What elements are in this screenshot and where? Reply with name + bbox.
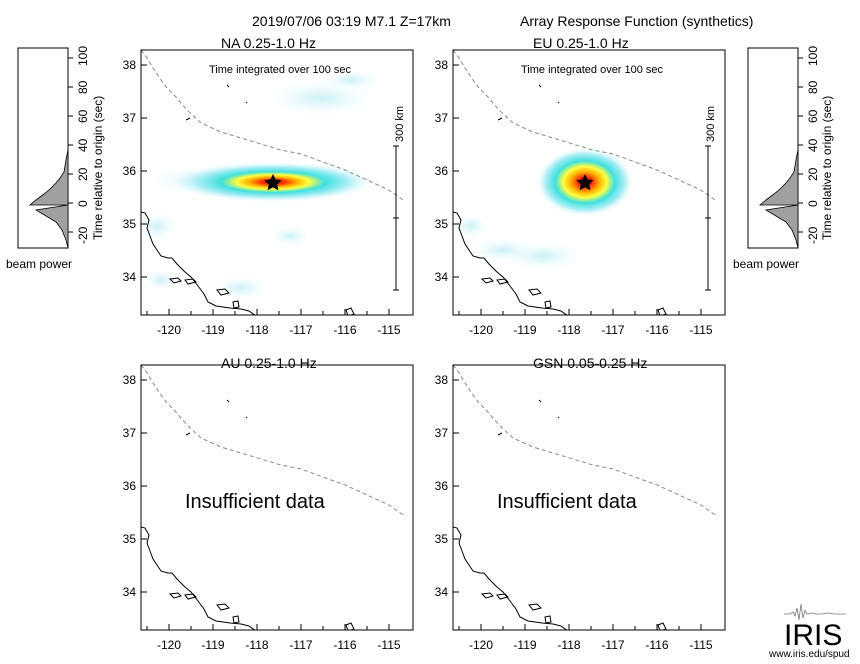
x-tick: -117 <box>289 323 312 337</box>
y-tick: 35 <box>123 217 137 231</box>
x-tick: -119 <box>513 323 536 337</box>
y-tick: 35 <box>123 532 137 546</box>
scale-bar <box>705 145 711 291</box>
left-x-axis-label: beam power <box>6 257 72 271</box>
x-tick: -118 <box>557 638 580 652</box>
x-tick: -117 <box>289 638 312 652</box>
x-tick: -119 <box>201 323 224 337</box>
x-tick: -119 <box>513 638 536 652</box>
beam-power-panel-left: 100 80 60 40 20 0 -20 Time relative to o… <box>6 46 105 271</box>
left-tick-0: 0 <box>76 200 90 207</box>
x-tick: -116 <box>645 323 668 337</box>
scale-bar <box>393 145 399 291</box>
x-tick: -118 <box>245 323 268 337</box>
scale-label: 300 km <box>705 106 717 142</box>
y-tick: 35 <box>435 217 449 231</box>
x-tick: -120 <box>469 323 493 337</box>
x-tick: -116 <box>333 638 356 652</box>
map-note: Time integrated over 100 sec <box>521 64 664 76</box>
insufficient-data-label: Insufficient data <box>185 491 326 513</box>
right-tick-20: 20 <box>806 167 820 181</box>
seismogram-icon <box>784 603 846 621</box>
x-tick: -115 <box>377 638 400 652</box>
beam-power-panel-right: 100 80 60 40 20 0 -20 Time relative to o… <box>733 46 834 271</box>
y-tick: 34 <box>123 270 137 284</box>
right-tick-minus20: -20 <box>806 226 820 244</box>
iris-logo[interactable]: IRIS www.iris.edu/spud <box>768 603 850 660</box>
map-panel-na: NA 0.25-1.0 Hz Time integrated over 100 … <box>123 35 414 337</box>
right-y-axis-label: Time relative to origin (sec) <box>820 96 834 240</box>
map-panel-eu: EU 0.25-1.0 Hz Time integrated over 100 … <box>435 35 726 337</box>
left-tick-80: 80 <box>76 80 90 94</box>
left-y-axis-label: Time relative to origin (sec) <box>91 96 105 240</box>
y-tick: 37 <box>123 426 137 440</box>
y-tick: 37 <box>435 426 449 440</box>
figure-subtitle: Array Response Function (synthetics) <box>520 13 753 29</box>
left-tick-minus20: -20 <box>76 226 90 244</box>
y-tick: 34 <box>123 585 137 599</box>
x-tick: -120 <box>157 323 181 337</box>
map-note: Time integrated over 100 sec <box>209 64 352 76</box>
left-tick-100: 100 <box>76 46 90 66</box>
x-tick: -118 <box>557 323 580 337</box>
map-title: NA 0.25-1.0 Hz <box>221 35 316 51</box>
right-tick-60: 60 <box>806 109 820 123</box>
map-title: GSN 0.05-0.25 Hz <box>533 355 647 371</box>
y-tick: 34 <box>435 270 449 284</box>
right-tick-80: 80 <box>806 80 820 94</box>
left-tick-60: 60 <box>76 109 90 123</box>
x-tick: -115 <box>689 638 712 652</box>
left-tick-40: 40 <box>76 138 90 152</box>
y-tick: 36 <box>123 164 137 178</box>
y-tick: 38 <box>435 58 449 72</box>
x-tick: -117 <box>601 323 624 337</box>
x-tick: -117 <box>601 638 624 652</box>
map-panel-gsn: GSN 0.05-0.25 Hz Insufficient data -120 … <box>435 355 726 652</box>
x-tick: -120 <box>469 638 493 652</box>
scale-label: 300 km <box>394 106 406 142</box>
y-tick: 35 <box>435 532 449 546</box>
right-tick-40: 40 <box>806 138 820 152</box>
y-tick: 38 <box>123 58 137 72</box>
right-x-axis-label: beam power <box>733 257 799 271</box>
right-tick-100: 100 <box>806 46 820 66</box>
y-tick: 37 <box>123 111 137 125</box>
iris-logo-text: IRIS <box>784 619 842 652</box>
x-tick: -116 <box>645 638 668 652</box>
map-title: EU 0.25-1.0 Hz <box>533 35 629 51</box>
iris-logo-url[interactable]: www.iris.edu/spud <box>768 649 850 660</box>
y-tick: 34 <box>435 585 449 599</box>
x-tick: -119 <box>201 638 224 652</box>
y-tick: 38 <box>435 373 449 387</box>
map-panel-au: AU 0.25-1.0 Hz Insufficient data -120 -1… <box>123 355 414 652</box>
x-tick: -120 <box>157 638 181 652</box>
y-tick: 38 <box>123 373 137 387</box>
x-tick: -115 <box>689 323 712 337</box>
x-tick: -116 <box>333 323 356 337</box>
y-tick: 36 <box>123 479 137 493</box>
left-tick-20: 20 <box>76 167 90 181</box>
map-title: AU 0.25-1.0 Hz <box>221 355 317 371</box>
y-tick: 37 <box>435 111 449 125</box>
x-tick: -115 <box>377 323 400 337</box>
y-tick: 36 <box>435 479 449 493</box>
x-tick: -118 <box>245 638 268 652</box>
insufficient-data-label: Insufficient data <box>497 491 638 513</box>
y-tick: 36 <box>435 164 449 178</box>
event-title: 2019/07/06 03:19 M7.1 Z=17km <box>252 13 451 29</box>
right-tick-0: 0 <box>806 200 820 207</box>
